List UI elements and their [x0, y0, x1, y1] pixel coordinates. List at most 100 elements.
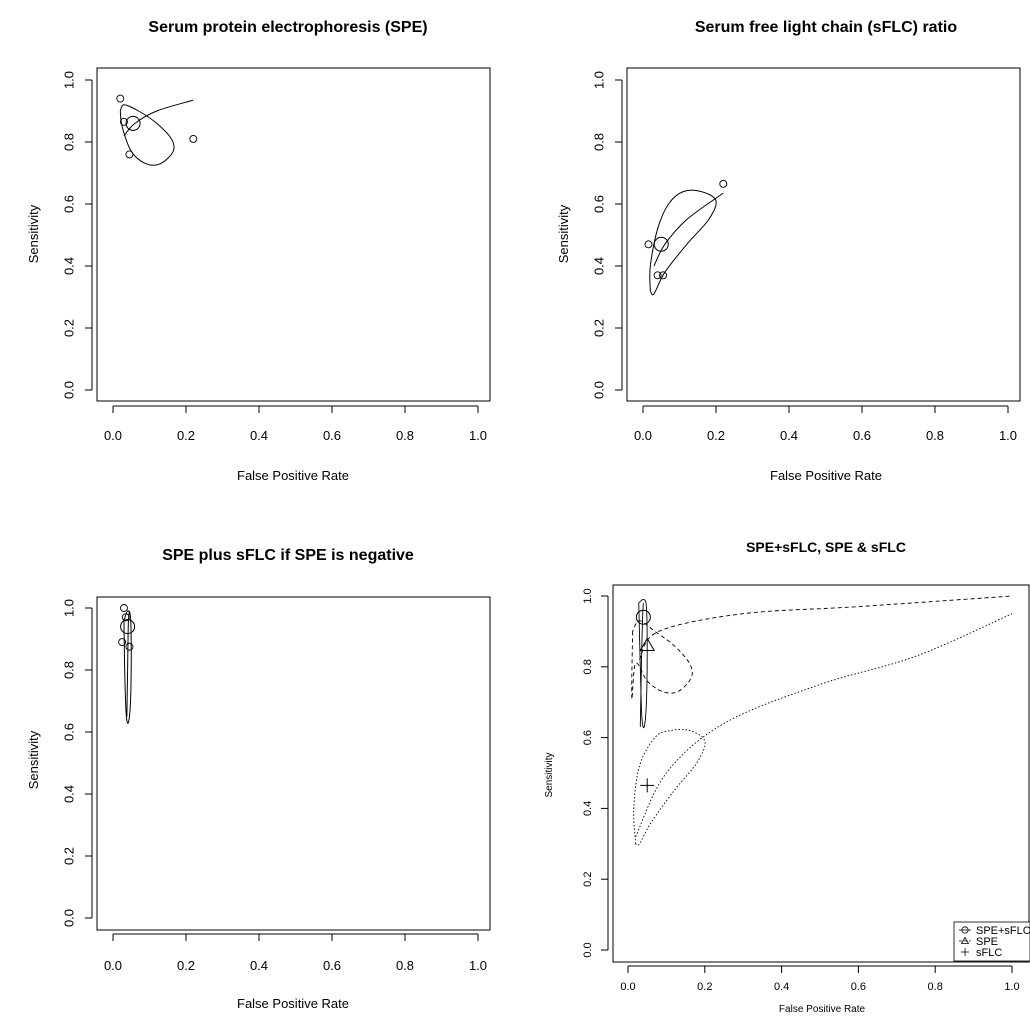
y-axis-label: Sensitivity	[556, 204, 571, 263]
y-tick-label: 0.4	[582, 801, 594, 816]
y-tick-label: 0.2	[61, 847, 76, 865]
legend-item-spe: SPE	[959, 936, 998, 948]
legend-marker-triangle	[960, 936, 970, 944]
legend-label: SPE	[976, 936, 998, 948]
study-point	[653, 271, 662, 280]
study-point	[118, 638, 127, 647]
summary-point-circle	[635, 609, 651, 625]
sroc-curve	[653, 192, 724, 267]
axes: 0.0 0.2 0.4 0.6 0.8 1.0 0.0 0.2 0.4 0.6 0.8 1.0	[61, 599, 487, 973]
summary-point-triangle	[639, 637, 656, 652]
plot-marks	[116, 94, 198, 166]
y-tick-label: 0.2	[591, 319, 606, 337]
y-tick-label: 0.2	[582, 872, 594, 887]
x-axis-label: False Positive Rate	[237, 468, 349, 483]
confidence-region	[633, 728, 706, 846]
x-tick-label: 0.8	[926, 428, 944, 443]
confidence-region	[123, 610, 132, 724]
legend-label: SPE+sFLC	[976, 925, 1030, 937]
x-axis-label: False Positive Rate	[779, 1004, 866, 1015]
y-tick-label: 0.8	[582, 659, 594, 674]
x-tick-label: 0.2	[177, 428, 195, 443]
x-tick-label: 1.0	[469, 958, 487, 973]
plot-frame	[626, 67, 1021, 402]
sroc-curve	[126, 611, 130, 717]
study-point	[189, 134, 198, 143]
x-tick-label: 0.0	[104, 958, 122, 973]
y-tick-label: 0.8	[591, 133, 606, 151]
y-tick-label: 0.2	[61, 319, 76, 337]
summary-point	[653, 236, 669, 252]
study-point	[121, 613, 130, 622]
x-axis-label: False Positive Rate	[237, 996, 349, 1011]
y-tick-label: 0.6	[61, 723, 76, 741]
x-tick-label: 0.2	[707, 428, 725, 443]
y-tick-label: 1.0	[591, 71, 606, 89]
legend: SPE+sFLC SPE sFLC	[953, 921, 1030, 962]
x-tick-label: 0.8	[928, 981, 943, 993]
y-tick-label: 0.6	[591, 195, 606, 213]
x-tick-label: 0.0	[620, 981, 635, 993]
x-tick-label: 0.4	[780, 428, 798, 443]
x-tick-label: 0.4	[250, 428, 268, 443]
y-tick-label: 0.0	[582, 942, 594, 957]
study-point	[659, 271, 668, 280]
study-point	[644, 240, 653, 249]
y-tick-label: 1.0	[61, 71, 76, 89]
study-point	[119, 117, 128, 126]
axes: 0.0 0.2 0.4 0.6 0.8 1.0 0.0 0.2 0.4 0.6 0.8 1.0	[61, 71, 487, 443]
x-tick-label: 0.0	[634, 428, 652, 443]
y-tick-label: 0.0	[591, 381, 606, 399]
sroc-curve	[639, 595, 1013, 660]
sroc-curve	[639, 603, 644, 727]
study-point	[116, 94, 125, 103]
chart-title: SPE+sFLC, SPE & sFLC	[746, 539, 906, 555]
study-point	[119, 604, 128, 612]
legend-label: sFLC	[976, 947, 1002, 959]
x-axis-label: False Positive Rate	[770, 468, 882, 483]
plot-frame	[96, 596, 491, 931]
x-tick-label: 1.0	[999, 428, 1017, 443]
plot-marks	[118, 604, 136, 724]
legend-box	[953, 921, 1030, 962]
study-point	[125, 150, 134, 159]
chart-title: Serum free light chain (sFLC) ratio	[695, 19, 957, 36]
y-tick-label: 0.8	[61, 133, 76, 151]
y-tick-label: 0.0	[61, 381, 76, 399]
x-tick-label: 0.2	[697, 981, 712, 993]
panel-sflc: Serum free light chain (sFLC) ratio Fals…	[556, 19, 1021, 483]
study-point	[719, 179, 728, 188]
x-tick-label: 0.4	[774, 981, 789, 993]
plot-frame	[612, 584, 1030, 963]
x-tick-label: 0.0	[104, 428, 122, 443]
y-tick-label: 0.0	[61, 909, 76, 927]
y-tick-label: 0.4	[61, 785, 76, 803]
x-tick-label: 0.6	[853, 428, 871, 443]
legend-marker-circle	[961, 926, 969, 934]
panel-spe-plus-sflc: SPE plus sFLC if SPE is negative False P…	[26, 547, 491, 1011]
confidence-region	[649, 189, 717, 296]
sroc-curve	[123, 99, 194, 137]
plot-frame	[96, 67, 491, 402]
axes: 0.0 0.2 0.4 0.6 0.8 1.0 0.0 0.2 0.4 0.6 0.8 1.0	[591, 71, 1017, 443]
y-tick-label: 0.4	[61, 257, 76, 275]
x-tick-label: 0.6	[323, 428, 341, 443]
y-axis-label: Sensitivity	[26, 730, 41, 789]
x-tick-label: 0.2	[177, 958, 195, 973]
x-tick-label: 0.4	[250, 958, 268, 973]
sroc-curve	[635, 613, 1013, 837]
panel-combined: SPE+sFLC, SPE & sFLC False Positive Rate…	[544, 539, 1030, 1015]
y-tick-label: 0.4	[591, 257, 606, 275]
y-axis-label: Sensitivity	[26, 204, 41, 263]
y-tick-label: 0.8	[61, 661, 76, 679]
x-tick-label: 1.0	[1004, 981, 1019, 993]
study-point	[125, 642, 134, 651]
confidence-region	[119, 104, 175, 166]
confidence-region	[631, 620, 693, 700]
plot-marks	[631, 595, 1013, 846]
y-axis-label: Sensitivity	[544, 752, 555, 797]
axes: 0.0 0.2 0.4 0.6 0.8 1.0 0.0 0.2 0.4 0.6 0.8 1.0	[582, 588, 1020, 993]
chart-title: Serum protein electrophoresis (SPE)	[148, 19, 427, 36]
plot-marks	[644, 179, 728, 296]
